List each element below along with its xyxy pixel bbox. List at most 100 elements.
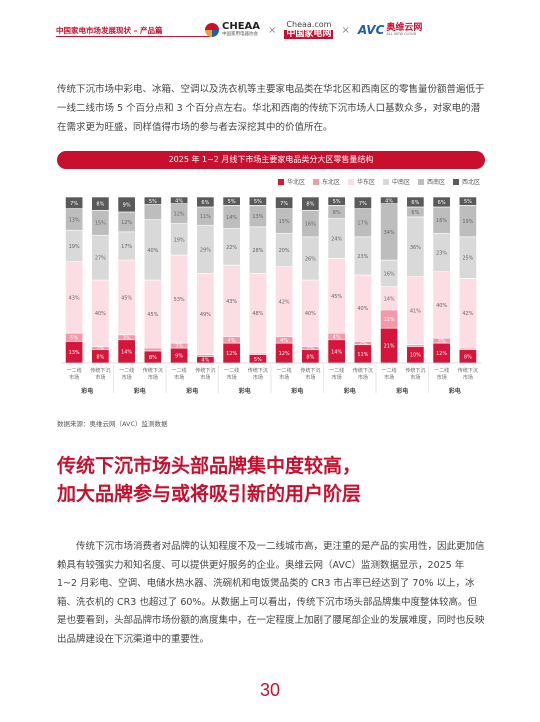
data-label: 41% [410, 309, 421, 315]
data-label: 14% [384, 296, 395, 302]
page-header: 中国家电市场发展现状 – 产品篇 CHEAA 中国家用电器协会 × Cheaa.… [0, 0, 540, 44]
data-label: 3% [175, 344, 183, 350]
data-label: 4% [280, 338, 288, 344]
header-divider [56, 36, 211, 37]
data-label: 36% [410, 245, 421, 251]
category-label: 市场 [95, 374, 105, 381]
bar-segment [458, 196, 477, 206]
data-label: 40% [357, 306, 368, 312]
data-label: 19% [69, 244, 80, 250]
data-label: 34% [384, 230, 395, 236]
data-label: 49% [200, 312, 211, 318]
data-label: 3% [438, 339, 446, 345]
category-label: 市场 [174, 374, 184, 381]
data-label: 12% [121, 220, 132, 226]
data-label: 5% [228, 199, 236, 205]
data-label: 8% [96, 202, 104, 208]
data-label: 7% [70, 201, 78, 207]
group-label: 彩电 [343, 387, 356, 395]
data-label: 4% [175, 198, 183, 204]
stacked-bar-chart: 华北区 东北区 华东区 中南区 西南区 西北区 13% 5% 43% 19% 13% 7% 一二线 市场 8… [57, 169, 485, 409]
data-label: 16% [436, 218, 447, 224]
category-label: 市场 [332, 374, 342, 381]
category-label: 一二线 [434, 367, 449, 374]
logo-separator: × [341, 24, 350, 36]
category-label: 传统下沉 [143, 367, 163, 374]
page-number: 30 [259, 680, 281, 700]
data-label: 16% [384, 271, 395, 277]
data-label: 53% [174, 297, 185, 303]
cheaa-emblem-icon [205, 23, 219, 37]
data-source-note: 数据来源：奥维云网（AVC）监测数据 [57, 420, 168, 428]
bar-segment [196, 196, 215, 208]
legend-label: 华东区 [357, 178, 375, 186]
data-label: 23% [357, 254, 368, 260]
data-label: 24% [331, 237, 342, 243]
legend-swatch [383, 179, 389, 185]
data-label: 27% [95, 256, 106, 262]
legend-label: 东北区 [322, 178, 340, 186]
legend-label: 西南区 [427, 178, 445, 186]
data-label: 12% [174, 212, 185, 218]
bar-segment [143, 347, 162, 352]
legend-swatch [418, 179, 424, 185]
category-label: 市场 [253, 374, 263, 381]
data-label: 13% [69, 350, 80, 356]
intro-paragraph: 传统下沉市场中彩电、冰箱、空调以及洗衣机等主要家电品类在华北区和西南区的零售量份… [57, 84, 485, 133]
data-label: 40% [95, 311, 106, 317]
cheaa-logo-subtitle: 中国家用电器协会 [222, 32, 258, 38]
category-label: 市场 [463, 374, 473, 381]
group-label: 彩电 [290, 387, 303, 395]
data-label: 5% [149, 199, 157, 205]
group-label: 彩电 [448, 387, 461, 395]
data-label: 4% [228, 338, 236, 344]
data-label: 15% [95, 221, 106, 227]
data-label: 42% [279, 300, 290, 306]
data-label: 11% [200, 214, 211, 220]
category-label: 市场 [384, 374, 394, 381]
chart-title: 2025 年 1~2 月线下市场主要家电品类分大区零售量结构 [57, 151, 485, 169]
category-label: 一二线 [224, 367, 239, 374]
data-label: 48% [252, 311, 263, 317]
data-label: 19% [174, 237, 185, 243]
category-label: 传统下沉 [300, 367, 320, 374]
category-label: 市场 [227, 374, 237, 381]
data-label: 26% [305, 256, 316, 262]
data-label: 7% [280, 201, 288, 207]
category-label: 市场 [358, 374, 368, 381]
category-label: 市场 [69, 374, 79, 381]
data-label: 29% [200, 247, 211, 253]
data-label: 5% [333, 199, 341, 205]
body-paragraph-text: 传统下沉市场消费者对品牌的认知程度不及一二线城市高，更注重的是产品的实用性，因此… [57, 541, 485, 645]
data-label: 5% [254, 199, 262, 205]
data-label: 8% [149, 355, 157, 361]
data-label: 28% [252, 248, 263, 254]
data-label: 13% [69, 217, 80, 223]
avc-logo: AVC 奥维云网 ALL VIEW CLOUD [358, 23, 423, 37]
data-label: 4% [385, 198, 393, 204]
data-label: 21% [384, 344, 395, 350]
legend-swatch [453, 179, 459, 185]
data-label: 12% [436, 351, 447, 357]
bar-segment [301, 196, 320, 211]
legend-swatch [313, 179, 319, 185]
data-label: 9% [123, 202, 131, 208]
legend-label: 中南区 [392, 178, 410, 186]
legend-swatch [278, 179, 284, 185]
data-label: 5% [70, 335, 78, 341]
bar-segment [406, 196, 425, 208]
legend-swatch [348, 179, 354, 185]
data-label: 6% [411, 210, 419, 216]
bar-segment [353, 196, 372, 209]
data-label: 16% [305, 222, 316, 228]
category-label: 一二线 [329, 367, 344, 374]
bar-segment [248, 196, 267, 206]
category-label: 传统下沉 [458, 367, 478, 374]
bar-segment [117, 196, 136, 213]
avc-logo-name: 奥维云网 [386, 22, 423, 33]
group-label: 彩电 [80, 387, 93, 395]
data-label: 10% [410, 353, 421, 359]
body-paragraph: 传统下沉市场消费者对品牌的认知程度不及一二线城市高，更注重的是产品的实用性，因此… [57, 538, 485, 649]
section-heading: 传统下沉市场头部品牌集中度较高， 加大品牌参与或将吸引新的用户阶层 [57, 452, 497, 508]
category-label: 传统下沉 [353, 367, 373, 374]
